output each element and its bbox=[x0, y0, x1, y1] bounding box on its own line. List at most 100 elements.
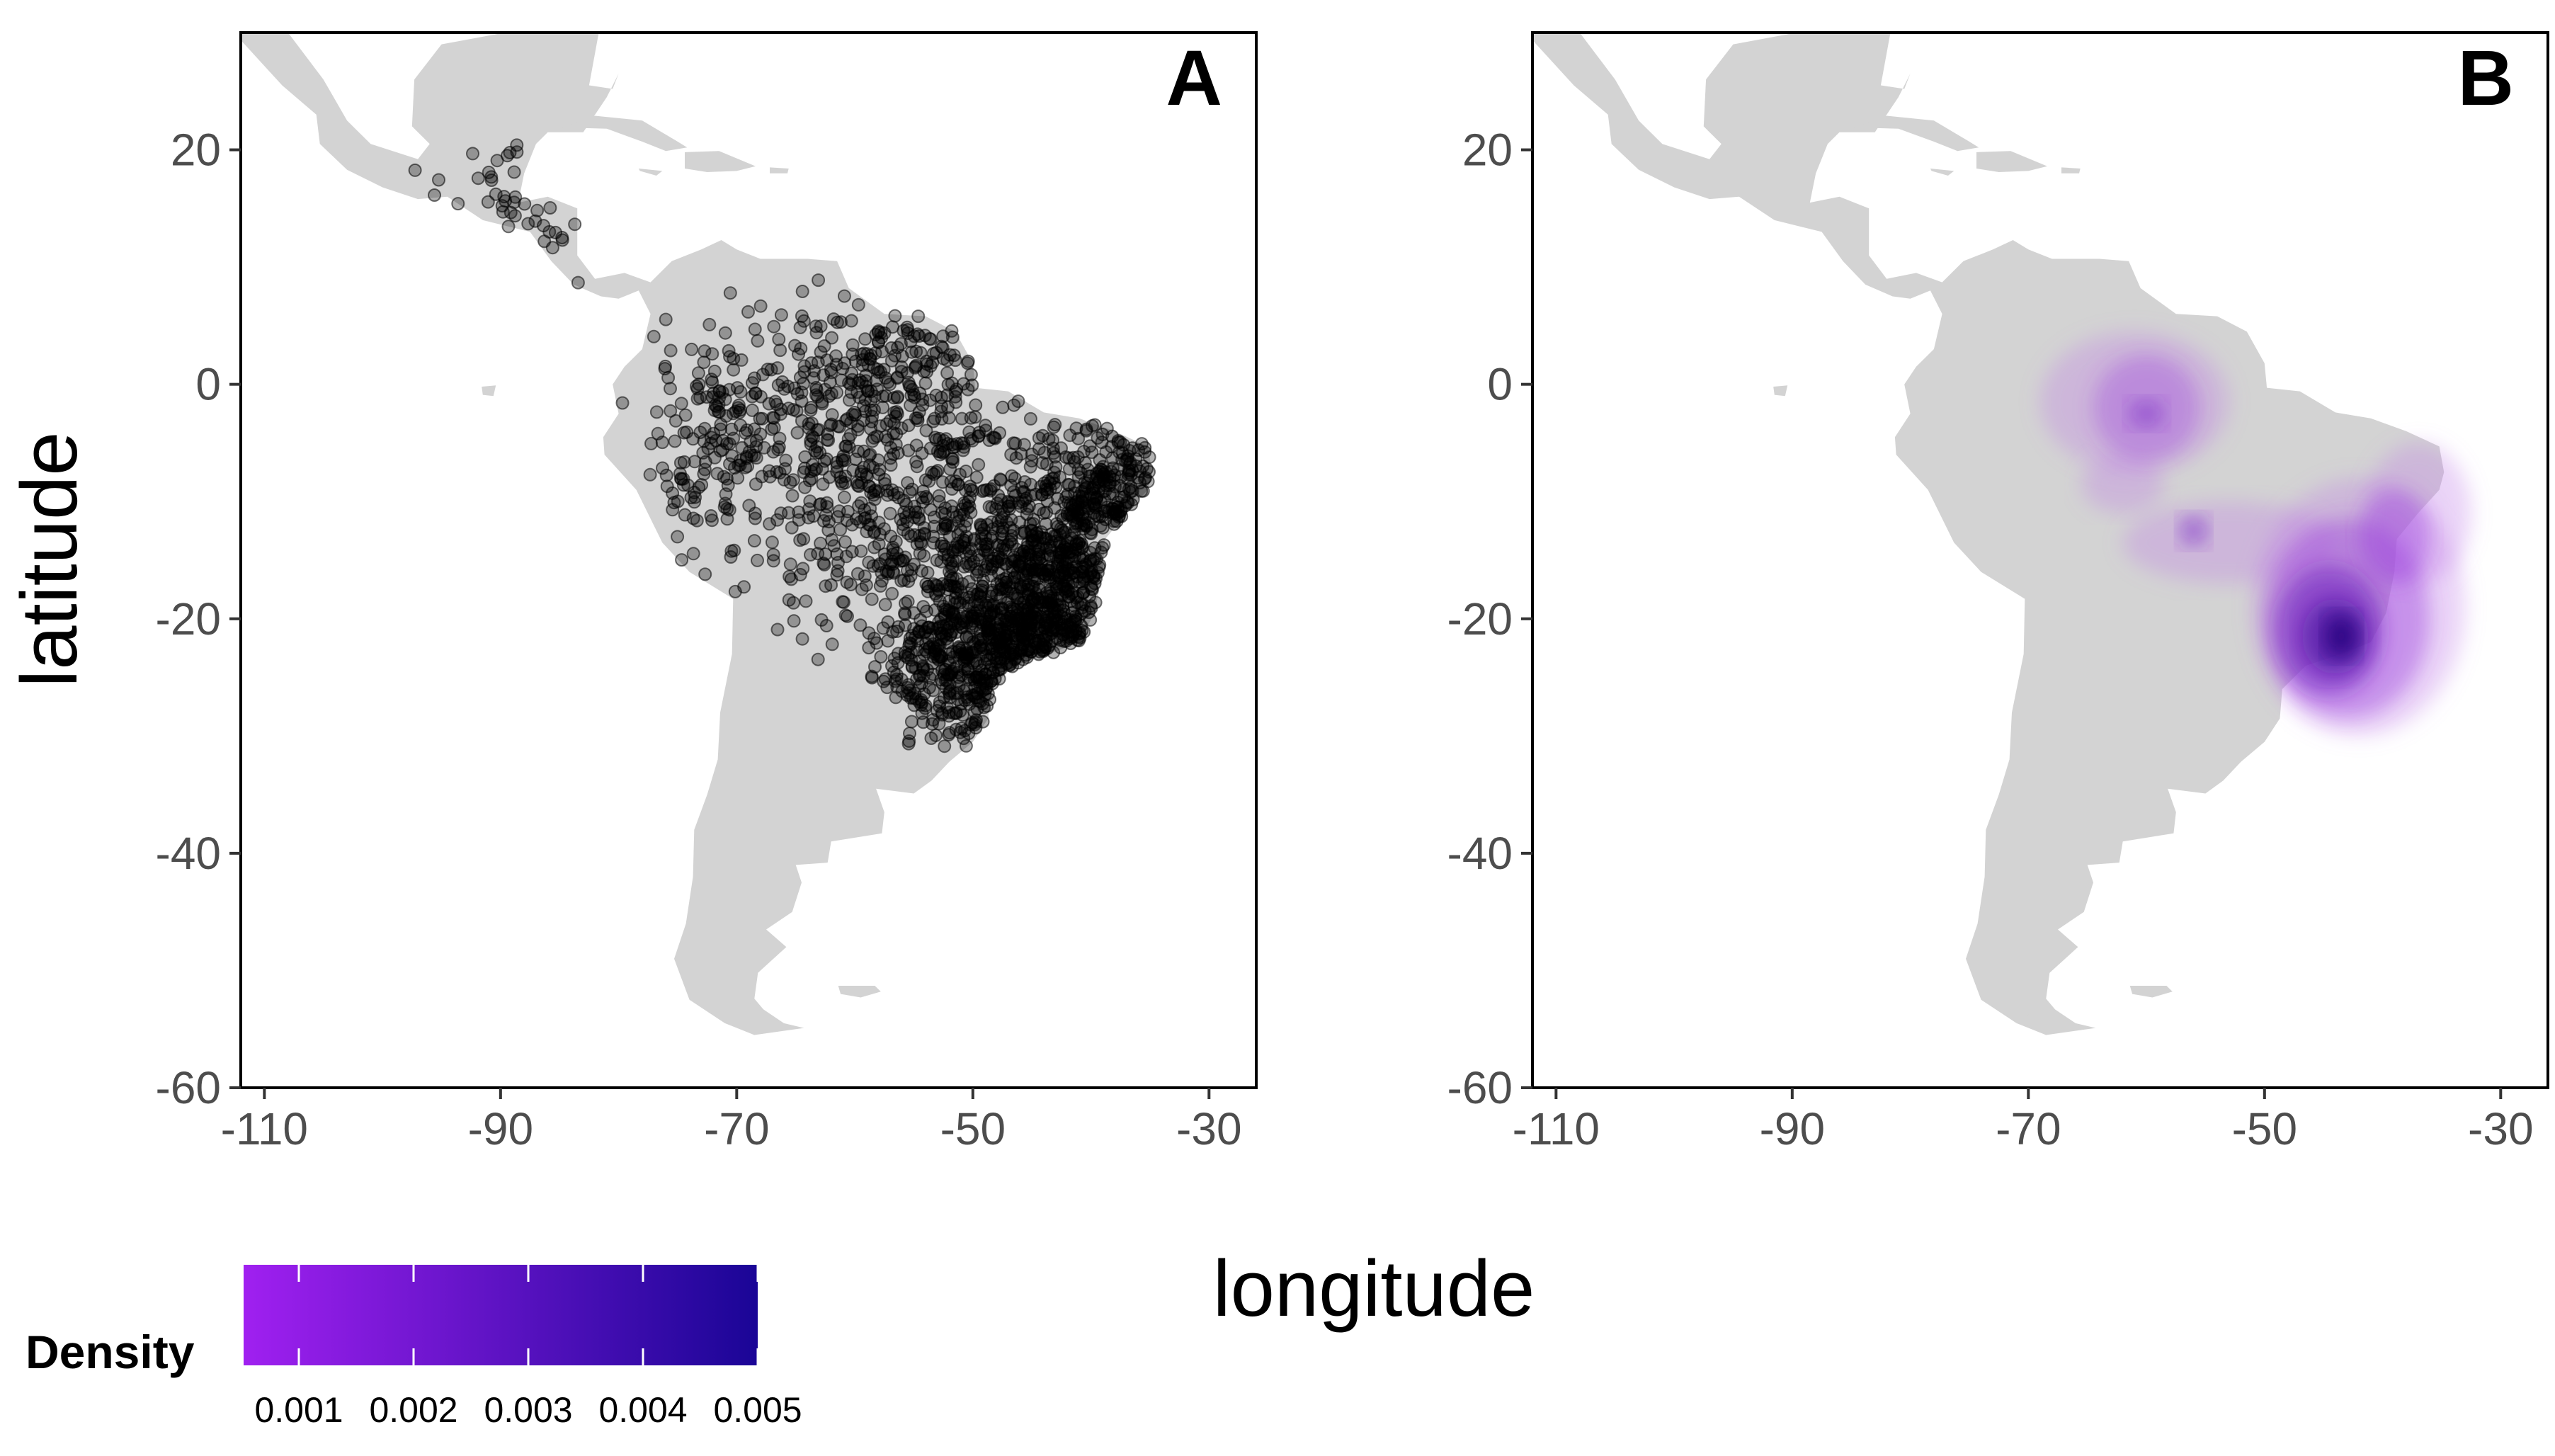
occurrence-point bbox=[797, 359, 812, 373]
occurrence-point bbox=[664, 343, 678, 358]
occurrence-point bbox=[933, 648, 947, 662]
occurrence-point bbox=[1047, 420, 1061, 434]
occurrence-point bbox=[919, 423, 933, 438]
occurrence-point bbox=[1103, 476, 1117, 490]
occurrence-point bbox=[916, 484, 930, 499]
occurrence-point bbox=[674, 397, 688, 411]
occurrence-point bbox=[673, 467, 687, 481]
occurrence-point bbox=[770, 622, 785, 637]
occurrence-point bbox=[773, 343, 787, 358]
occurrence-point bbox=[855, 465, 868, 479]
occurrence-point bbox=[943, 628, 957, 642]
occurrence-point bbox=[923, 503, 938, 517]
occurrence-point bbox=[971, 603, 985, 618]
occurrence-point bbox=[883, 506, 897, 521]
occurrence-point bbox=[949, 395, 963, 409]
occurrence-point bbox=[545, 241, 559, 255]
x-tick-label: -70 bbox=[1996, 1103, 2061, 1154]
occurrence-point bbox=[916, 662, 930, 676]
occurrence-point bbox=[797, 461, 812, 475]
occurrence-point bbox=[898, 608, 912, 622]
panel-b-border bbox=[1531, 31, 2549, 1089]
occurrence-point bbox=[836, 477, 849, 491]
occurrence-point bbox=[790, 426, 804, 440]
occurrence-point bbox=[471, 171, 485, 186]
occurrence-point bbox=[686, 511, 700, 525]
occurrence-point bbox=[804, 472, 819, 486]
occurrence-point bbox=[704, 509, 718, 523]
occurrence-point bbox=[726, 406, 740, 421]
occurrence-point bbox=[945, 455, 960, 469]
occurrence-point bbox=[751, 334, 765, 348]
occurrence-point bbox=[501, 220, 516, 234]
occurrence-point bbox=[822, 389, 836, 403]
occurrence-point bbox=[810, 423, 824, 437]
occurrence-point bbox=[891, 341, 905, 355]
occurrence-point bbox=[749, 477, 763, 491]
occurrence-point bbox=[810, 446, 824, 460]
y-tick-label: 20 bbox=[1462, 125, 1513, 176]
occurrence-point bbox=[816, 556, 831, 570]
occurrence-point bbox=[408, 163, 422, 177]
occurrence-point bbox=[718, 326, 732, 340]
occurrence-point bbox=[753, 389, 768, 404]
occurrence-point bbox=[950, 660, 964, 674]
occurrence-point bbox=[846, 338, 860, 352]
occurrence-point bbox=[968, 410, 982, 424]
x-axis-title: longitude bbox=[1213, 1244, 1535, 1333]
occurrence-point bbox=[881, 375, 895, 389]
density-contour bbox=[2359, 489, 2430, 584]
occurrence-point bbox=[905, 660, 919, 674]
legend-label-4: 0.004 bbox=[598, 1390, 687, 1430]
occurrence-point bbox=[722, 343, 736, 358]
occurrence-point bbox=[723, 457, 736, 471]
occurrence-point bbox=[1015, 603, 1030, 617]
occurrence-point bbox=[1052, 536, 1066, 550]
occurrence-point bbox=[1020, 633, 1034, 647]
panel-a-letter: A bbox=[1166, 35, 1222, 122]
occurrence-point bbox=[571, 275, 585, 290]
occurrence-point bbox=[843, 377, 858, 392]
occurrence-point bbox=[786, 403, 800, 417]
occurrence-point bbox=[779, 453, 793, 467]
occurrence-point bbox=[692, 480, 706, 494]
occurrence-point bbox=[960, 683, 974, 697]
occurrence-point bbox=[903, 727, 916, 741]
land-shape bbox=[685, 151, 756, 172]
occurrence-point bbox=[700, 390, 714, 404]
occurrence-point bbox=[804, 403, 818, 417]
occurrence-point bbox=[950, 510, 964, 524]
occurrence-point bbox=[975, 670, 989, 684]
occurrence-point bbox=[862, 479, 876, 494]
occurrence-point bbox=[466, 147, 479, 161]
occurrence-point bbox=[862, 626, 876, 640]
land-shape bbox=[2022, 1003, 2096, 1035]
occurrence-point bbox=[1062, 564, 1076, 578]
occurrence-point bbox=[901, 476, 915, 490]
occurrence-point bbox=[984, 589, 998, 603]
occurrence-point bbox=[803, 494, 817, 508]
occurrence-point bbox=[1042, 432, 1056, 446]
occurrence-point bbox=[1004, 479, 1018, 492]
occurrence-point bbox=[809, 319, 823, 334]
occurrence-point bbox=[991, 555, 1005, 569]
occurrence-point bbox=[1015, 548, 1029, 562]
occurrence-point bbox=[1079, 518, 1093, 533]
occurrence-point bbox=[943, 462, 957, 476]
occurrence-point bbox=[816, 477, 830, 491]
occurrence-point bbox=[765, 535, 779, 550]
y-tick-label: -40 bbox=[156, 828, 222, 879]
occurrence-point bbox=[723, 286, 737, 300]
occurrence-point bbox=[807, 371, 821, 385]
occurrence-point bbox=[934, 554, 948, 569]
x-tick-label: -50 bbox=[2232, 1103, 2298, 1154]
legend-label-5: 0.005 bbox=[713, 1390, 802, 1430]
x-tick-label: -30 bbox=[1176, 1103, 1242, 1154]
land-shape bbox=[2061, 167, 2081, 174]
occurrence-point bbox=[1097, 538, 1111, 552]
occurrence-point bbox=[901, 594, 915, 608]
occurrence-point bbox=[812, 273, 826, 288]
occurrence-point bbox=[885, 554, 899, 569]
occurrence-point bbox=[1023, 622, 1037, 637]
occurrence-point bbox=[1068, 486, 1082, 500]
